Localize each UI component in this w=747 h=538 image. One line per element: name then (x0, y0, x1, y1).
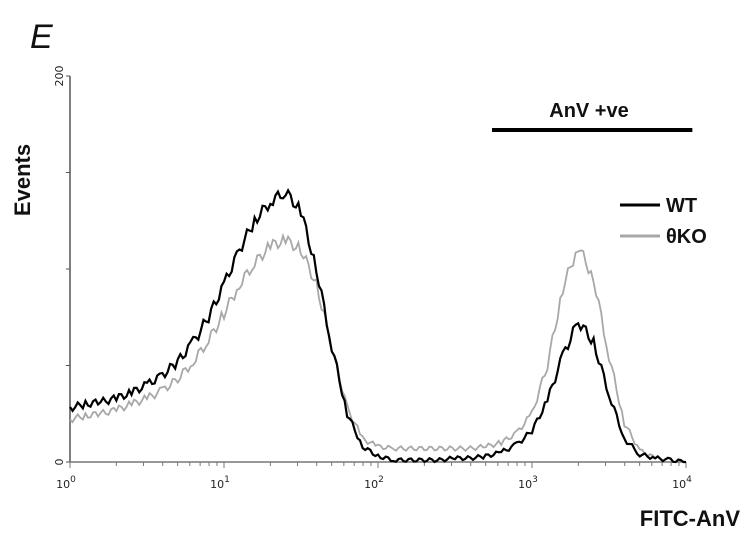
plot-area (69, 128, 693, 464)
panel-label: E (30, 18, 53, 56)
legend-label: θKO (666, 226, 707, 248)
series-line-theta-ko (69, 232, 686, 463)
y-axis-label: Events (10, 144, 35, 216)
legend: WT θKO (620, 195, 707, 248)
x-tick-label: 104 (672, 475, 692, 491)
x-tick-label: 102 (364, 475, 384, 491)
x-tick-label: 100 (56, 475, 76, 491)
x-tick-label: 103 (518, 475, 538, 491)
y-tick-label: 0 (53, 459, 66, 466)
y-tick-label: 200 (53, 66, 66, 87)
axes: 0 200 100 101 102 103 104 (53, 66, 692, 492)
x-tick-label: 101 (210, 475, 230, 491)
legend-label: WT (666, 195, 697, 217)
x-axis-label: FITC-AnV (640, 506, 741, 531)
series-line-wt (69, 188, 686, 464)
gate-label: AnV +ve (549, 100, 628, 122)
